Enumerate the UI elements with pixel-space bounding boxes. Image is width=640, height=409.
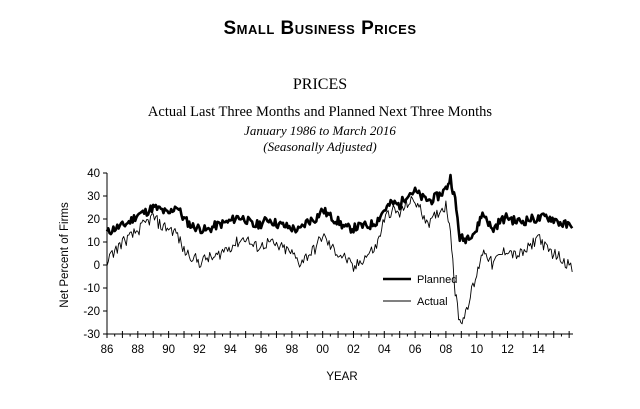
chart-title: PRICES [292,76,348,93]
legend: Planned Actual [383,274,457,308]
x-tick-label: 00 [316,344,329,356]
chart-subtitle: Actual Last Three Months and Planned Nex… [147,104,493,120]
series-group [105,173,574,325]
y-tick-label: -10 [83,283,100,295]
x-tick-label: 90 [162,344,175,356]
x-tick-label: 12 [501,344,514,356]
x-tick-label: 02 [347,344,360,356]
x-tick-label: 92 [193,344,206,356]
x-tick-label: 86 [101,344,114,356]
x-tick-label: 06 [409,344,422,356]
x-tick-label: 96 [255,344,268,356]
x-tick-label: 08 [440,344,453,356]
x-tick-label: 88 [131,344,144,356]
page-title: Small Business Prices [223,18,417,39]
y-tick-label: 30 [87,191,100,203]
x-axis: 86 88 90 92 94 96 98 00 02 04 06 08 10 12 14 [101,331,570,356]
y-tick-label: -20 [83,306,100,318]
y-tick-label: 0 [94,260,100,272]
legend-label-actual: Actual [417,296,448,308]
chart-date-range: January 1986 to March 2016 [244,123,396,138]
y-axis-title: Net Percent of Firms [59,202,71,308]
plot-frame [106,173,573,335]
series-line-planned [105,173,574,245]
x-tick-label: 14 [532,344,545,356]
y-tick-label: 40 [87,168,100,180]
x-tick-label: 10 [470,344,483,356]
x-axis-title: YEAR [326,371,357,383]
legend-label-planned: Planned [417,274,457,286]
y-tick-label: -30 [83,329,100,341]
y-tick-label: 20 [87,214,100,226]
x-tick-label: 98 [285,344,298,356]
x-tick-label: 04 [378,344,391,356]
chart-note: (Seasonally Adjusted) [263,139,377,154]
series-line-actual [106,195,573,325]
y-axis: 40 30 20 10 0 -10 -20 -30 [83,168,107,341]
x-tick-label: 94 [224,344,237,356]
y-tick-label: 10 [87,237,100,249]
